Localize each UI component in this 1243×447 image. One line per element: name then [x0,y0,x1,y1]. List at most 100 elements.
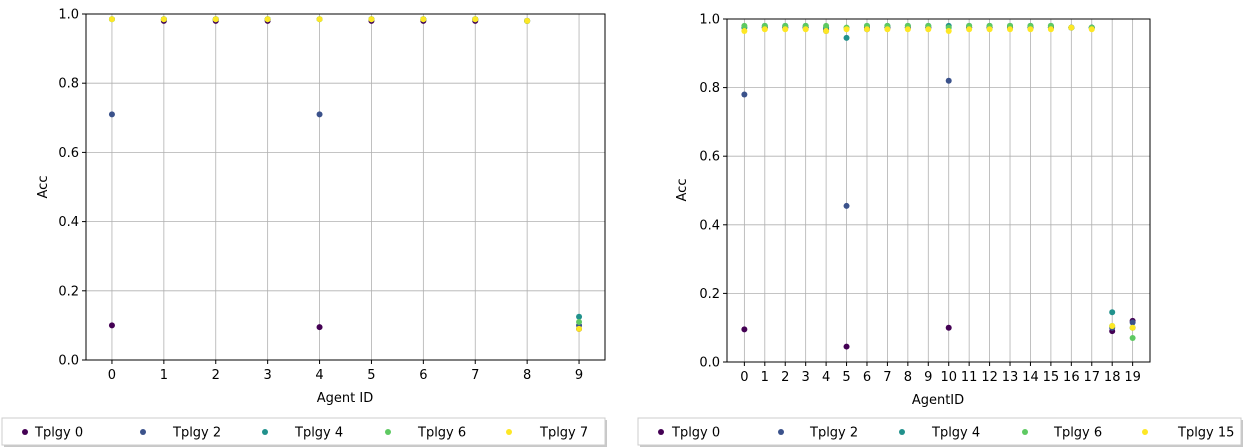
series-5 [108,16,583,332]
y-tick-label: 0.8 [58,77,79,92]
data-point [843,26,850,33]
data-point [741,22,748,29]
x-tick-label: 16 [1063,370,1080,385]
legend-marker [1022,429,1028,435]
y-tick-label: 0.6 [58,146,79,161]
x-tick-label: 2 [212,368,220,383]
x-tick-label: 5 [842,370,850,385]
data-point [986,26,993,33]
x-tick-label: 1 [761,370,769,385]
x-tick-label: 9 [924,370,932,385]
legend-label: Tplgy 0 [671,426,720,441]
data-point [843,202,850,209]
x-tick-label: 14 [1022,370,1039,385]
data-point [945,28,952,35]
x-tick-label: 10 [940,370,957,385]
gridlines [727,18,1150,363]
data-point [761,26,768,33]
y-tick-label: 0.2 [58,284,79,299]
data-point [925,26,932,33]
legend-marker [22,429,28,435]
series-3 [108,16,583,320]
x-tick-label: 7 [883,370,891,385]
legend: Tplgy 0 Tplgy 2 Tplgy 4 Tplgy 6 Tplgy 15 [637,417,1243,447]
legend-marker [506,429,512,435]
data-point [472,16,479,23]
data-point [1129,334,1136,341]
data-point [863,26,870,33]
data-point [368,16,375,23]
legend-label: Tplgy 4 [931,426,980,441]
x-axis-label: Agent ID [317,391,373,406]
data-point [316,16,323,23]
data-point [1027,26,1034,33]
data-point [945,77,952,84]
y-tick-label: 1.0 [699,13,720,28]
data-point [576,325,583,332]
data-point [904,26,911,33]
legend-label: Tplgy 0 [34,426,83,441]
series-2 [741,24,1136,331]
data-point [264,16,271,23]
data-point [1068,24,1075,31]
y-tick-label: 0.6 [699,150,720,165]
legend-marker [658,429,664,435]
data-point [316,111,323,118]
legend-marker [899,429,905,435]
legend-marker [262,429,268,435]
x-tick-label: 0 [108,368,116,383]
x-axis-label: AgentID [912,393,964,408]
data-point [741,28,748,35]
data-point [823,28,830,35]
data-point [160,16,167,23]
legend-marker [385,429,391,435]
series-1 [108,17,583,332]
data-point [802,26,809,33]
y-tick-label: 0.0 [699,356,720,371]
data-point [1129,319,1136,326]
y-axis-label: Acc [36,176,51,199]
x-tick-label: 12 [981,370,998,385]
x-tick-label: 0 [740,370,748,385]
x-tick-label: 7 [471,368,479,383]
series-5 [741,24,1136,331]
data-point [782,26,789,33]
data-point [1109,309,1116,316]
data-point [843,34,850,41]
series-3 [741,22,1136,331]
data-point [524,17,531,24]
legend-marker [140,429,146,435]
x-tick-label: 15 [1043,370,1060,385]
data-point [316,324,323,331]
legend-label: Tplgy 7 [539,426,588,441]
x-tick-label: 8 [523,368,531,383]
legend-label: Tplgy 6 [1053,426,1102,441]
plot-frame [726,18,1151,363]
x-tick-label: 17 [1083,370,1100,385]
x-tick-label: 2 [781,370,789,385]
data-point [108,322,115,329]
data-point [1109,322,1116,329]
series-4 [108,16,583,325]
data-point [420,16,427,23]
legend-label: Tplgy 6 [417,426,466,441]
legend-marker [1142,429,1148,435]
chart-2: 0 1 2 3 4 5 6 7 8 9 10 11 12 13 14 15 16 17 18 190.00.20.40… [637,13,1243,447]
data-point [1047,26,1054,33]
legend-box [637,417,1242,446]
plot-frame [85,13,606,361]
legend-label: Tplgy 2 [172,426,221,441]
y-tick-label: 0.0 [58,354,79,369]
gridlines [86,13,605,361]
x-tick-label: 9 [575,368,583,383]
y-axis-label: Acc [675,179,690,202]
x-tick-label: 5 [367,368,375,383]
x-tick-label: 3 [264,368,272,383]
x-tick-label: 3 [802,370,810,385]
x-tick-label: 4 [315,368,323,383]
x-tick-label: 8 [904,370,912,385]
data-point [1129,324,1136,331]
data-point [212,16,219,23]
data-point [108,16,115,23]
x-tick-label: 4 [822,370,830,385]
